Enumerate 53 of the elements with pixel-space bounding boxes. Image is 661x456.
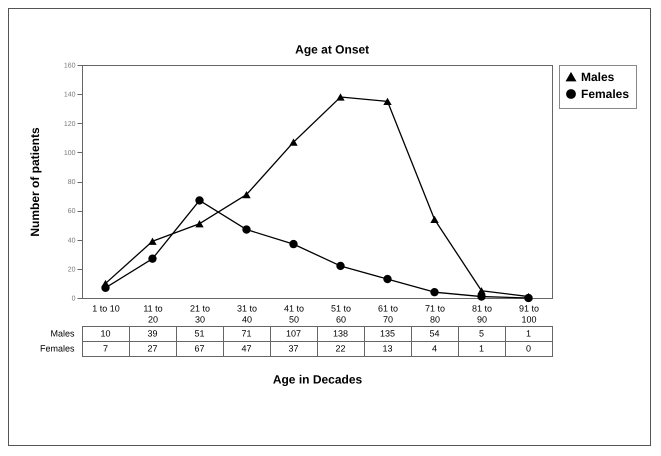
data-label: 5	[478, 328, 484, 338]
data-label: 7	[102, 344, 108, 354]
x-tick-label: 21 to 30	[190, 304, 210, 324]
point	[336, 93, 345, 101]
data-label: 1	[478, 344, 484, 354]
x-tick-label: 51 to 60	[330, 304, 352, 324]
legend-label: Females	[581, 87, 630, 101]
x-tick-label: 61 to 70	[378, 304, 398, 324]
point	[148, 238, 157, 245]
data-label: 13	[382, 344, 393, 354]
data-label: 0	[526, 344, 532, 354]
data-label: 47	[241, 344, 252, 354]
point	[195, 220, 204, 228]
data-label: 138	[332, 328, 348, 338]
data-label: 4	[432, 344, 438, 354]
x-tick-label: 81 to 90	[472, 304, 492, 324]
data-label: 54	[429, 328, 440, 338]
data-label: 10	[100, 328, 111, 338]
x-tick-label: 41 to 50	[284, 304, 304, 324]
text: Males	[50, 328, 74, 338]
point	[430, 288, 439, 296]
point	[383, 274, 392, 284]
point	[242, 225, 251, 234]
point	[430, 216, 439, 223]
x-tick-label: 1 to 10	[92, 304, 120, 314]
point	[195, 196, 204, 205]
x-tick-label: 11 to 20	[143, 304, 163, 324]
data-label: 22	[335, 344, 346, 354]
text: Females	[40, 344, 74, 354]
data-label: 37	[288, 344, 299, 354]
x-tick-label: 91 to 100	[518, 304, 540, 324]
point	[524, 294, 533, 302]
x-axis-title: Age in Decades	[272, 372, 363, 386]
chart-title: Age at Onset	[295, 42, 370, 56]
point	[101, 284, 110, 292]
data-label: 51	[194, 328, 205, 338]
x-tick-label: 71 to 80	[424, 304, 446, 324]
y-axis-title: Number of patients	[28, 127, 42, 237]
data-label: 71	[241, 328, 252, 338]
legend-label: Males	[581, 70, 615, 84]
data-label: 135	[380, 328, 396, 338]
point	[242, 190, 251, 198]
point	[289, 240, 298, 248]
x-tick-label: 31 to 40	[236, 304, 258, 324]
data-label: 107	[286, 328, 302, 338]
data-label: 1	[526, 328, 532, 338]
point	[148, 254, 157, 263]
data-label: 27	[147, 344, 158, 354]
point	[289, 138, 298, 146]
data-label: 67	[194, 344, 205, 354]
point	[383, 98, 392, 106]
data-label: 39	[147, 328, 158, 338]
point	[336, 262, 345, 270]
